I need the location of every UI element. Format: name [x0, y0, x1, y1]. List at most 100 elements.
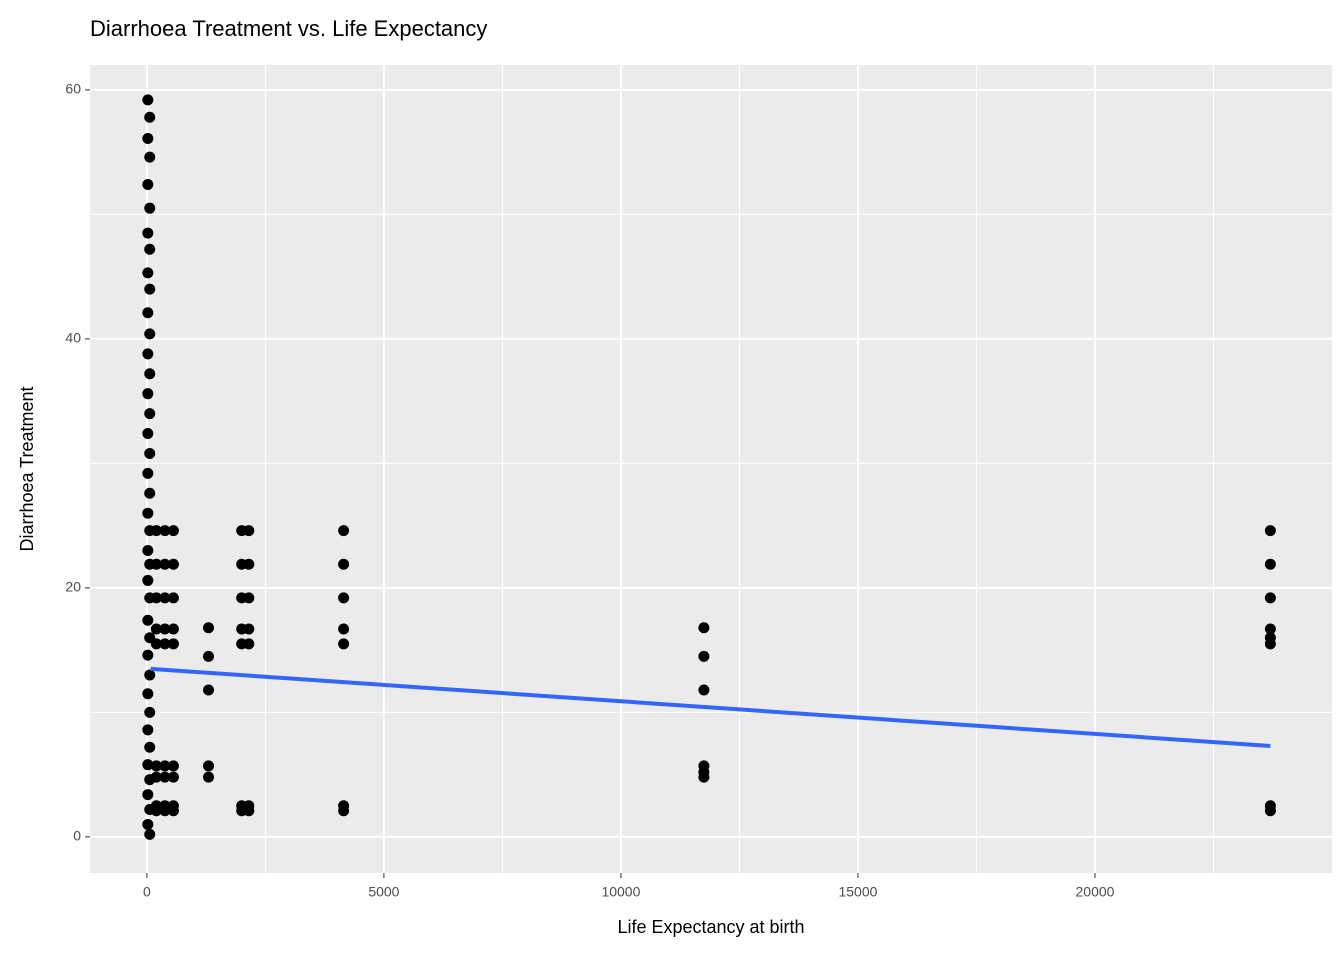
point	[1264, 805, 1276, 817]
point	[144, 111, 156, 123]
x-axis-title: Life Expectancy at birth	[617, 917, 804, 937]
point	[159, 558, 171, 570]
point	[144, 243, 156, 255]
chart-title: Diarrhoea Treatment vs. Life Expectancy	[90, 16, 487, 41]
point	[142, 348, 154, 360]
y-tick-label: 60	[65, 81, 81, 97]
point	[338, 525, 350, 537]
point	[167, 525, 179, 537]
point	[142, 94, 154, 106]
point	[698, 771, 710, 783]
point	[203, 650, 215, 662]
x-tick-label: 10000	[601, 884, 640, 900]
x-tick-label: 0	[143, 884, 151, 900]
point	[338, 592, 350, 604]
point	[1264, 592, 1276, 604]
point	[144, 741, 156, 753]
point	[338, 638, 350, 650]
point	[203, 760, 215, 772]
point	[144, 151, 156, 163]
point	[144, 368, 156, 380]
point	[142, 649, 154, 661]
point	[142, 574, 154, 586]
point	[142, 759, 154, 771]
point	[159, 805, 171, 817]
point	[1264, 623, 1276, 635]
point	[142, 179, 154, 191]
panel	[90, 65, 1332, 873]
point	[167, 592, 179, 604]
y-tick-label: 40	[65, 330, 81, 346]
point	[142, 388, 154, 400]
point	[144, 828, 156, 840]
point	[150, 525, 162, 537]
point	[243, 525, 255, 537]
point	[243, 592, 255, 604]
point	[698, 650, 710, 662]
point	[142, 428, 154, 440]
point	[150, 805, 162, 817]
point	[338, 805, 350, 817]
y-tick-label: 20	[65, 579, 81, 595]
point	[203, 771, 215, 783]
point	[142, 267, 154, 279]
point	[243, 558, 255, 570]
point	[243, 805, 255, 817]
point	[144, 706, 156, 718]
point	[144, 447, 156, 459]
point	[203, 684, 215, 696]
point	[159, 771, 171, 783]
point	[142, 789, 154, 801]
point	[144, 408, 156, 420]
point	[1264, 525, 1276, 537]
point	[698, 622, 710, 634]
point	[159, 525, 171, 537]
point	[150, 558, 162, 570]
point	[243, 623, 255, 635]
point	[698, 684, 710, 696]
point	[142, 132, 154, 144]
point	[159, 592, 171, 604]
point	[144, 202, 156, 214]
point	[338, 558, 350, 570]
trend-line	[150, 666, 1271, 749]
point	[159, 623, 171, 635]
point	[150, 592, 162, 604]
point	[167, 760, 179, 772]
point	[167, 558, 179, 570]
point	[142, 467, 154, 479]
point	[142, 507, 154, 519]
point	[142, 545, 154, 557]
point	[142, 614, 154, 626]
x-tick-label: 5000	[368, 884, 399, 900]
point	[203, 622, 215, 634]
point	[144, 283, 156, 295]
point	[1264, 558, 1276, 570]
point	[167, 771, 179, 783]
point	[1264, 638, 1276, 650]
x-tick-label: 15000	[838, 884, 877, 900]
point	[144, 328, 156, 340]
point	[338, 623, 350, 635]
point	[144, 487, 156, 499]
point	[150, 623, 162, 635]
point	[150, 771, 162, 783]
point	[142, 724, 154, 736]
point	[142, 227, 154, 239]
x-tick-label: 20000	[1076, 884, 1115, 900]
point	[142, 307, 154, 319]
point	[142, 818, 154, 830]
point	[243, 638, 255, 650]
point	[167, 623, 179, 635]
point	[167, 638, 179, 650]
point	[150, 760, 162, 772]
point	[167, 805, 179, 817]
y-axis-title: Diarrhoea Treatment	[17, 386, 37, 551]
point	[144, 669, 156, 681]
point	[159, 638, 171, 650]
point	[142, 688, 154, 700]
y-tick-label: 0	[73, 828, 81, 844]
point	[150, 638, 162, 650]
